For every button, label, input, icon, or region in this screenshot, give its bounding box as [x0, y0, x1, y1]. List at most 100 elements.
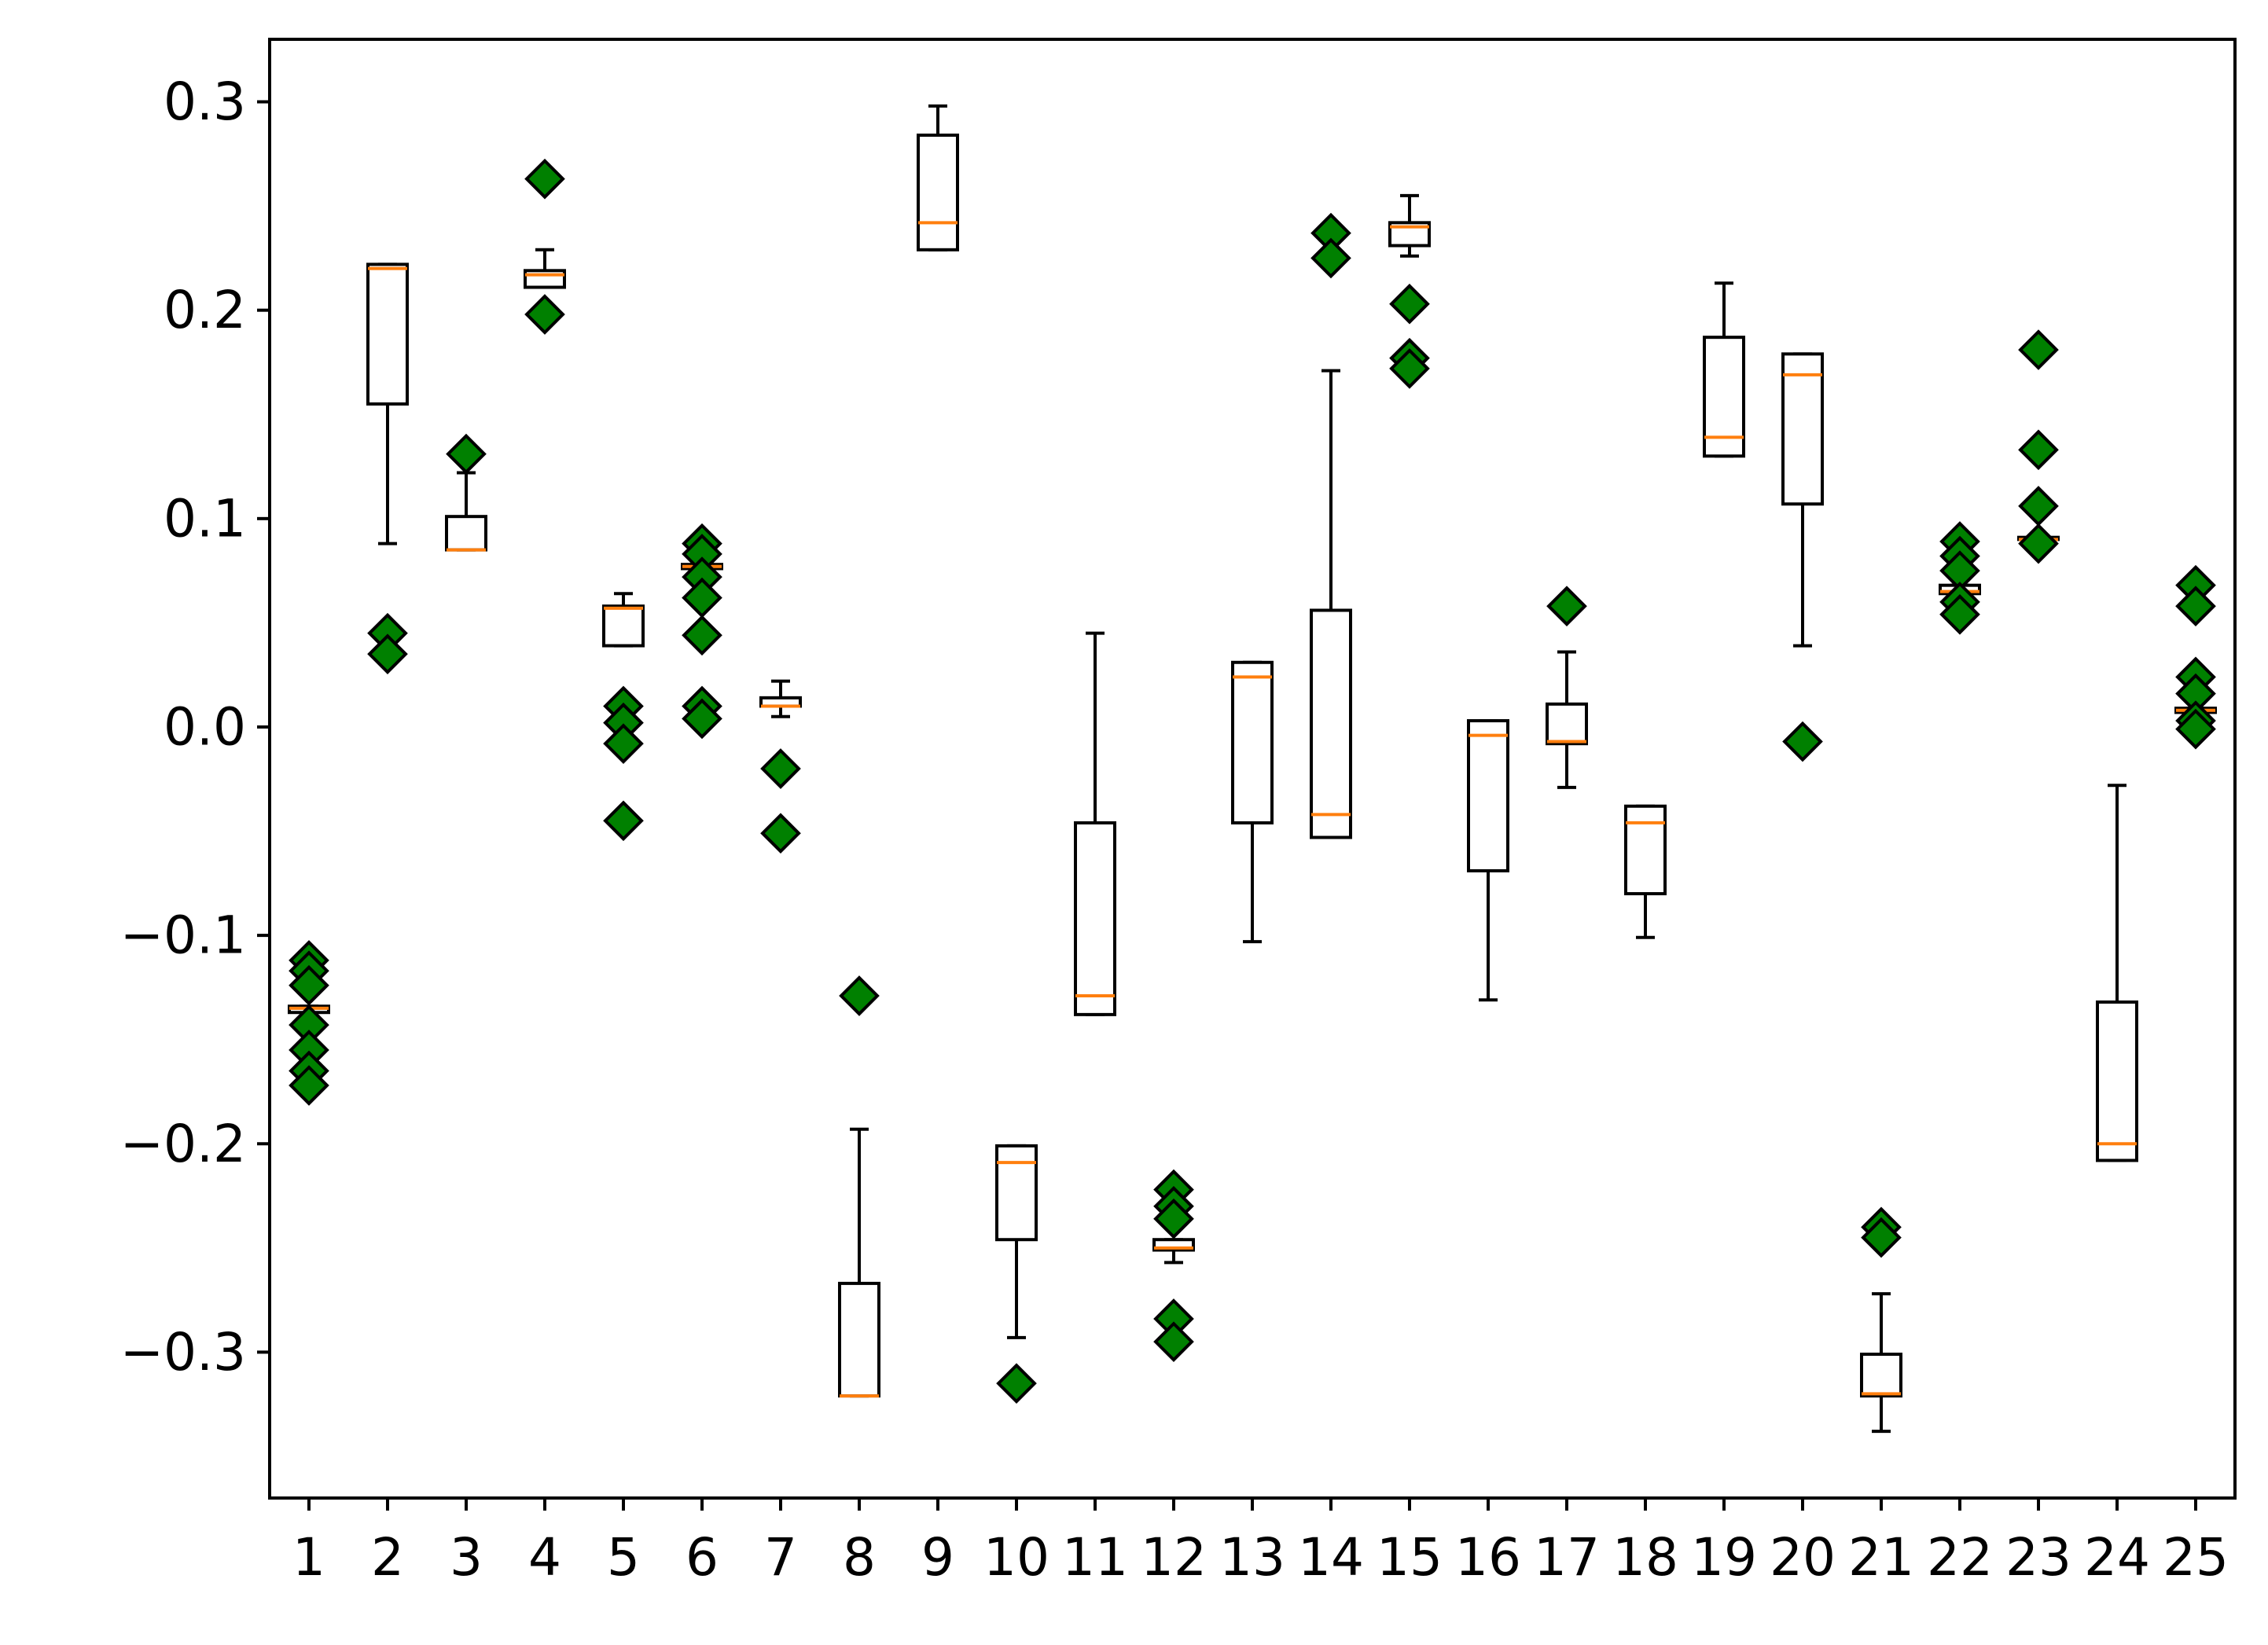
box-group-3	[445, 471, 487, 552]
x-tick-label: 16	[1455, 1527, 1521, 1588]
outlier-marker	[367, 633, 408, 674]
box-iqr	[602, 604, 645, 648]
box-iqr	[366, 263, 409, 406]
outlier-marker	[682, 698, 722, 740]
outlier-marker	[603, 800, 644, 842]
box-group-10	[995, 1144, 1038, 1339]
x-tick-label: 22	[1927, 1527, 1993, 1588]
x-tick-label: 17	[1534, 1527, 1600, 1588]
y-tick-label: −0.1	[120, 905, 246, 966]
x-tick-label: 20	[1770, 1527, 1836, 1588]
outlier-marker	[839, 975, 880, 1016]
x-tick-label: 2	[371, 1527, 404, 1588]
box-group-13	[1231, 660, 1274, 944]
box-group-5	[602, 592, 645, 648]
box-iqr	[1781, 352, 1824, 506]
box-group-16	[1467, 719, 1509, 1002]
outlier-marker	[682, 615, 722, 656]
outlier-marker	[1546, 586, 1587, 627]
outlier-marker	[760, 813, 801, 854]
x-tick-label: 21	[1848, 1527, 1914, 1588]
box-iqr	[1860, 1353, 1902, 1398]
outlier-marker	[2018, 523, 2059, 564]
outlier-marker	[1310, 237, 1351, 279]
outlier-marker	[996, 1363, 1037, 1404]
y-tick-label: −0.3	[120, 1322, 246, 1382]
x-tick-label: 24	[2084, 1527, 2150, 1588]
outlier-marker	[289, 1065, 329, 1106]
box-group-9	[917, 104, 959, 252]
x-tick-label: 6	[686, 1527, 719, 1588]
x-tick-label: 3	[450, 1527, 483, 1588]
x-tick-label: 18	[1612, 1527, 1678, 1588]
outlier-marker	[524, 294, 565, 335]
x-tick-label: 15	[1377, 1527, 1443, 1588]
outlier-marker	[1782, 721, 1823, 762]
boxes-layer	[288, 104, 2217, 1434]
outlier-marker	[2018, 329, 2059, 370]
box-group-14	[1310, 369, 1352, 839]
box-group-7	[759, 679, 802, 718]
outlier-marker	[1939, 593, 1980, 635]
x-tick-label: 8	[843, 1527, 876, 1588]
x-tick-label: 19	[1691, 1527, 1757, 1588]
outlier-marker	[1861, 1217, 1902, 1258]
outlier-marker	[603, 723, 644, 765]
box-group-19	[1703, 281, 1745, 458]
x-tick-label: 12	[1141, 1527, 1207, 1588]
x-tick-label: 7	[764, 1527, 797, 1588]
box-group-8	[838, 1127, 880, 1398]
x-tick-label: 14	[1298, 1527, 1364, 1588]
x-tick-label: 11	[1062, 1527, 1128, 1588]
outlier-marker	[446, 433, 487, 475]
outlier-marker	[1389, 283, 1430, 325]
outlier-marker	[524, 158, 565, 200]
x-axis: 1 2 3 4 5 6 7 8 9 10 11 12 13 14 15 16 17 18 19 20 21 22 23 24 2…	[292, 1498, 2229, 1588]
y-tick-label: 0.3	[164, 72, 246, 132]
box-iqr	[1310, 608, 1352, 839]
box-iqr	[917, 133, 959, 252]
x-tick-label: 4	[528, 1527, 561, 1588]
y-tick-label: −0.2	[120, 1114, 246, 1174]
box-iqr	[445, 515, 487, 552]
outlier-marker	[1389, 348, 1430, 389]
box-group-11	[1074, 631, 1116, 1016]
box-iqr	[995, 1144, 1038, 1242]
outlier-marker	[1153, 1321, 1194, 1362]
outlier-marker	[2175, 586, 2216, 627]
box-iqr	[1074, 821, 1116, 1016]
box-group-2	[366, 263, 409, 545]
outlier-marker	[2018, 429, 2059, 471]
x-tick-label: 23	[2005, 1527, 2071, 1588]
x-tick-label: 5	[607, 1527, 640, 1588]
x-tick-label: 9	[921, 1527, 954, 1588]
box-iqr	[1624, 804, 1667, 896]
box-group-24	[2096, 784, 2138, 1162]
outlier-marker	[1153, 1198, 1194, 1239]
box-group-21	[1860, 1292, 1902, 1434]
y-tick-label: 0.1	[164, 488, 246, 549]
x-tick-label: 13	[1219, 1527, 1285, 1588]
box-group-12	[1152, 1238, 1195, 1265]
box-iqr	[1467, 719, 1509, 872]
box-group-17	[1546, 650, 1588, 789]
outlier-marker	[760, 748, 801, 789]
outlier-marker	[2175, 708, 2216, 750]
x-tick-label: 10	[983, 1527, 1049, 1588]
box-group-4	[524, 248, 566, 289]
box-iqr	[1546, 702, 1588, 746]
box-iqr	[1231, 660, 1274, 824]
box-group-18	[1624, 804, 1667, 939]
fliers-layer	[289, 158, 2216, 1404]
x-tick-label: 1	[292, 1527, 325, 1588]
box-group-15	[1388, 193, 1431, 258]
x-tick-label: 25	[2163, 1527, 2229, 1588]
box-iqr	[524, 269, 566, 289]
box-iqr	[838, 1281, 880, 1398]
y-tick-label: 0.0	[164, 696, 246, 757]
box-group-20	[1781, 352, 1824, 648]
y-tick-label: 0.2	[164, 280, 246, 340]
outlier-marker	[289, 964, 329, 1006]
